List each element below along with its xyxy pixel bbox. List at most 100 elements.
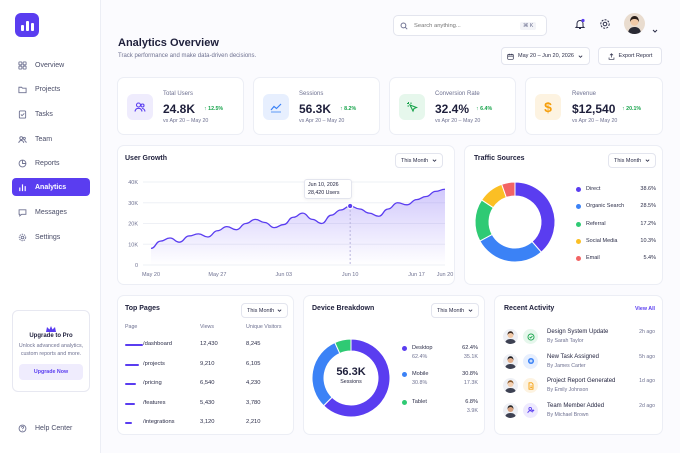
app-logo[interactable] — [15, 13, 39, 37]
sidebar-item-reports[interactable]: Reports — [12, 154, 90, 172]
table-row[interactable]: /features 5,430 3,780 — [125, 400, 288, 410]
page-unique-visitors: 6,105 — [246, 360, 261, 367]
growth-filter-select[interactable]: This Month — [395, 153, 443, 168]
sidebar-item-team[interactable]: Team — [12, 130, 90, 148]
page-title: Analytics Overview — [118, 37, 219, 49]
stat-label: Sessions — [299, 91, 324, 97]
legend-value: 28.5% — [640, 203, 656, 210]
dollar-icon: $ — [535, 94, 561, 120]
legend-label: Referral — [586, 220, 606, 227]
chevron-down-icon — [277, 309, 282, 312]
page-views: 6,540 — [200, 380, 215, 386]
page-views-bar — [125, 344, 143, 347]
sidebar-item-analytics[interactable]: Analytics — [12, 178, 90, 196]
activity-item[interactable]: Team Member Added By Michael Brown 2d ago — [503, 401, 655, 421]
growth-chart-svg: 40K 30K 20K 10K 0 May 20 May 27 Jun 03 Jun 10 Ju… — [128, 180, 454, 278]
help-center-link[interactable]: Help Center — [12, 419, 90, 437]
donut-segment-direct[interactable] — [514, 181, 556, 253]
export-label: Export Report — [618, 53, 653, 59]
x-tick-label: Jun 17 — [408, 272, 425, 278]
card-title: Recent Activity — [504, 305, 555, 312]
device-percent: 6.8% — [465, 399, 478, 405]
stat-change: ↑ 20.1% — [622, 106, 642, 112]
device-percent: 30.8% — [462, 371, 478, 377]
activity-avatar — [503, 402, 518, 418]
page-path: /dashboard — [143, 341, 173, 347]
table-row[interactable]: /integrations 3,120 2,210 — [125, 419, 288, 429]
stat-label: Revenue — [572, 91, 597, 97]
check-circle-icon — [523, 329, 538, 344]
view-all-link[interactable]: View All — [635, 306, 656, 312]
pages-filter-select[interactable]: This Month — [241, 303, 288, 318]
donut-segment-desktop[interactable] — [322, 338, 391, 418]
card-title: Traffic Sources — [474, 155, 525, 162]
stat-change: ↑ 8.2% — [340, 106, 357, 112]
sidebar-item-overview[interactable]: Overview — [12, 56, 90, 74]
avatar[interactable] — [624, 13, 645, 34]
activity-item[interactable]: Design System Update By Sarah Taylor 2h ag… — [503, 327, 655, 347]
plus-circle-icon — [523, 353, 538, 369]
traffic-legend-item: Direct 38.6% — [576, 185, 656, 195]
donut-segment-tablet[interactable] — [334, 338, 352, 355]
donut-segment-organic-search[interactable] — [479, 233, 542, 263]
gear-icon — [18, 233, 27, 241]
chevron-down-icon — [432, 159, 437, 162]
traffic-filter-select[interactable]: This Month — [608, 153, 656, 168]
activity-title: Design System Update — [547, 329, 609, 335]
account-menu-toggle[interactable] — [652, 21, 658, 33]
grid-icon — [18, 60, 27, 70]
y-tick-label: 0 — [135, 263, 138, 269]
activity-time: 2h ago — [639, 329, 655, 335]
crown-icon — [45, 320, 57, 332]
device-center-label: 56.3K Sessions — [310, 366, 392, 385]
date-range-label: May 20 – Jun 20, 2026 — [518, 53, 574, 59]
date-range-picker[interactable]: May 20 – Jun 20, 2026 — [501, 47, 590, 65]
y-tick-label: 40K — [128, 180, 138, 186]
search-bar[interactable]: ⌘ K — [393, 15, 547, 36]
document-icon — [523, 378, 538, 393]
sidebar-item-messages[interactable]: Messages — [12, 203, 90, 221]
team-icon — [18, 135, 27, 143]
checklist-icon — [18, 109, 27, 119]
page-subtitle: Track performance and make data-driven d… — [118, 53, 257, 59]
legend-value: 17.2% — [640, 220, 656, 227]
legend-dot — [576, 238, 581, 244]
stat-card-sessions: Sessions 56.3K ↑ 8.2% vs Apr 20 – May 20 — [253, 77, 380, 135]
upgrade-card: Upgrade to Pro Unlock advanced analytics… — [12, 310, 90, 392]
page-unique-visitors: 8,245 — [246, 341, 261, 347]
sidebar-item-label: Overview — [35, 61, 65, 69]
bell-icon — [574, 18, 586, 29]
legend-dot — [402, 372, 407, 377]
sidebar-item-label: Team — [35, 135, 53, 143]
settings-button[interactable] — [599, 17, 611, 29]
export-report-button[interactable]: Export Report — [598, 47, 662, 65]
notifications-button[interactable] — [574, 17, 586, 29]
activity-item[interactable]: New Task Assigned By James Carter 5h ago — [503, 352, 655, 372]
cursor-click-icon — [399, 94, 425, 120]
legend-dot — [402, 346, 407, 351]
stat-label: Total Users — [163, 91, 194, 97]
activity-item[interactable]: Project Report Generated By Emily Johnson… — [503, 376, 655, 396]
device-sessions: 35.1K — [463, 354, 478, 360]
sidebar-item-projects[interactable]: Projects — [12, 80, 90, 98]
devices-filter-select[interactable]: This Month — [431, 303, 479, 318]
donut-segment-email[interactable] — [501, 181, 516, 199]
traffic-legend-item: Organic Search 28.5% — [576, 202, 656, 212]
page-path: /features — [143, 399, 166, 406]
search-input[interactable] — [414, 22, 514, 29]
x-tick-label: Jun 03 — [276, 272, 293, 278]
stat-value: 32.4% — [435, 102, 470, 116]
sidebar-item-tasks[interactable]: Tasks — [12, 105, 90, 123]
device-legend-item: Desktop 62.4% 62.4% 35.1K — [402, 344, 478, 364]
page-path: /integrations — [143, 419, 175, 425]
device-name: Tablet — [412, 399, 427, 405]
activity-title: New Task Assigned — [547, 353, 599, 360]
sidebar-item-settings[interactable]: Settings — [12, 228, 90, 246]
upgrade-now-button[interactable]: Upgrade Now — [19, 364, 83, 380]
table-row[interactable]: /dashboard 12,430 8,245 — [125, 341, 288, 351]
x-tick-label: Jun 20 — [437, 272, 454, 278]
table-row[interactable]: /projects 9,210 6,105 — [125, 361, 288, 371]
table-row[interactable]: /pricing 6,540 4,230 — [125, 380, 288, 390]
y-tick-label: 30K — [128, 201, 138, 207]
calendar-icon — [507, 53, 514, 60]
